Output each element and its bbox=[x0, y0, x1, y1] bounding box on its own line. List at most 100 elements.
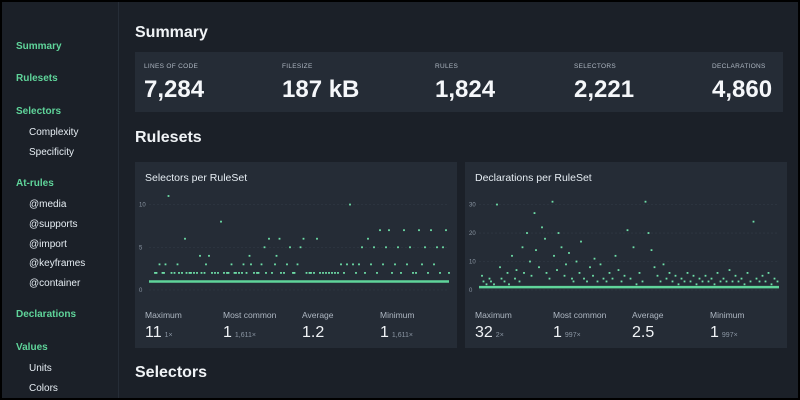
data-point bbox=[749, 280, 752, 283]
metric-average: Average 1.2 bbox=[302, 310, 334, 342]
data-point bbox=[349, 203, 351, 206]
y-tick-label: 20 bbox=[469, 231, 476, 237]
y-tick-label: 0 bbox=[469, 288, 473, 294]
data-point bbox=[560, 246, 563, 249]
data-point bbox=[668, 272, 671, 274]
data-point bbox=[728, 269, 731, 271]
data-point bbox=[635, 283, 638, 286]
sidebar-item-specificity[interactable]: Specificity bbox=[29, 147, 75, 158]
data-point bbox=[481, 274, 483, 277]
data-point bbox=[707, 280, 710, 283]
y-tick-label: 0 bbox=[139, 288, 143, 294]
sidebar-item-colors[interactable]: Colors bbox=[29, 383, 58, 394]
data-point bbox=[427, 272, 429, 274]
metric-count: 997× bbox=[721, 332, 738, 339]
data-point bbox=[308, 272, 311, 274]
data-point bbox=[230, 263, 233, 266]
sidebar-item-import[interactable]: @import bbox=[29, 239, 67, 250]
sidebar-item-media[interactable]: @media bbox=[29, 199, 67, 210]
data-point bbox=[545, 272, 548, 274]
sidebar-item-selectors[interactable]: Selectors bbox=[16, 106, 62, 117]
metric-label: Maximum bbox=[475, 310, 512, 320]
data-point bbox=[680, 277, 683, 280]
data-point bbox=[439, 272, 441, 274]
data-point bbox=[167, 195, 170, 197]
sidebar-item-keyframes[interactable]: @keyframes bbox=[29, 258, 86, 269]
data-point bbox=[770, 283, 773, 286]
data-point bbox=[253, 272, 255, 274]
data-point bbox=[196, 272, 198, 274]
data-point bbox=[737, 280, 740, 283]
data-point bbox=[424, 246, 426, 249]
sidebar-item-supports[interactable]: @supports bbox=[29, 219, 78, 230]
data-point bbox=[226, 272, 228, 274]
data-point bbox=[506, 272, 509, 274]
metric-most-common: Most common 1 1,611× bbox=[223, 310, 276, 342]
metric-value: 1.2 bbox=[302, 324, 325, 341]
data-point bbox=[283, 272, 285, 274]
sidebar-item-values[interactable]: Values bbox=[16, 342, 48, 353]
data-point bbox=[293, 272, 296, 274]
data-point bbox=[515, 269, 518, 271]
data-point bbox=[485, 283, 488, 286]
data-point bbox=[286, 263, 288, 266]
data-point bbox=[379, 229, 381, 232]
data-point bbox=[617, 269, 620, 271]
data-point bbox=[508, 283, 510, 286]
data-point bbox=[575, 260, 578, 263]
card-title: Selectors per RuleSet bbox=[145, 172, 248, 184]
declarations-per-ruleset-chart: 0 10 20 30 bbox=[469, 200, 779, 294]
data-point bbox=[611, 277, 614, 280]
data-point bbox=[641, 280, 644, 283]
data-point bbox=[227, 272, 230, 274]
stat-label: RULES bbox=[435, 63, 459, 70]
data-point bbox=[499, 266, 501, 269]
sidebar-item-rulesets[interactable]: Rulesets bbox=[16, 73, 58, 84]
data-point bbox=[671, 280, 674, 283]
sidebar-item-units[interactable]: Units bbox=[29, 363, 52, 374]
data-point bbox=[538, 266, 540, 269]
data-point bbox=[608, 272, 611, 274]
data-point bbox=[592, 274, 594, 277]
data-point bbox=[553, 254, 555, 257]
data-point bbox=[164, 263, 167, 266]
stat-value: 1,824 bbox=[435, 76, 496, 103]
metric-maximum: Maximum 32 2× bbox=[475, 310, 512, 342]
data-point bbox=[521, 246, 524, 249]
data-point bbox=[743, 283, 746, 286]
data-point bbox=[382, 263, 384, 266]
selectors-per-ruleset-chart: 0 5 10 bbox=[139, 195, 450, 294]
data-point bbox=[580, 240, 582, 243]
data-point bbox=[358, 263, 360, 266]
data-point bbox=[173, 272, 176, 274]
data-point bbox=[260, 263, 263, 266]
data-point bbox=[683, 280, 686, 283]
data-point bbox=[178, 272, 180, 274]
data-point bbox=[518, 280, 521, 283]
summary-stats: LINES OF CODE 7,284 FILESIZE 187 kB RULE… bbox=[135, 52, 783, 112]
stat-label: SELECTORS bbox=[574, 63, 616, 70]
data-point bbox=[355, 272, 357, 274]
data-point bbox=[265, 272, 267, 274]
data-point bbox=[430, 229, 432, 232]
data-point bbox=[695, 283, 698, 286]
data-point bbox=[686, 272, 689, 274]
sidebar-item-container[interactable]: @container bbox=[29, 278, 81, 289]
sidebar-item-summary[interactable]: Summary bbox=[16, 41, 62, 52]
metric-label: Maximum bbox=[145, 310, 182, 320]
data-point bbox=[568, 252, 570, 254]
data-point bbox=[241, 272, 243, 274]
data-point bbox=[556, 269, 558, 271]
data-point bbox=[704, 274, 707, 277]
sidebar-item-complexity[interactable]: Complexity bbox=[29, 127, 79, 138]
data-point bbox=[752, 220, 755, 223]
sidebar-item-at-rules[interactable]: At-rules bbox=[16, 178, 54, 189]
data-point bbox=[544, 237, 546, 240]
data-point bbox=[620, 280, 623, 283]
data-point bbox=[533, 212, 536, 214]
sidebar-item-declarations[interactable]: Declarations bbox=[16, 309, 77, 320]
data-point bbox=[488, 277, 491, 280]
data-point bbox=[316, 237, 318, 240]
data-point bbox=[596, 280, 599, 283]
data-point bbox=[238, 272, 240, 274]
